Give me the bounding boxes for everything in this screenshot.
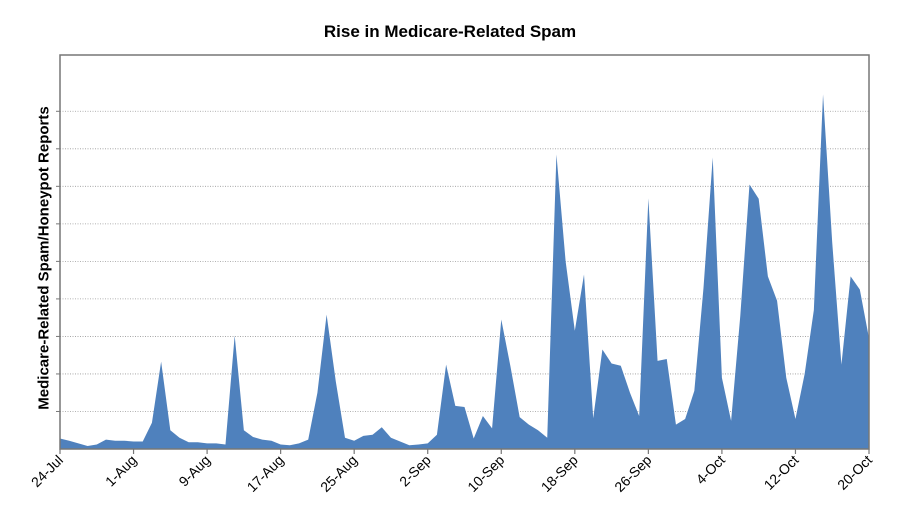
x-tick-label: 18-Sep [538, 452, 581, 495]
x-tick-label: 1-Aug [102, 452, 140, 490]
x-tick-label: 12-Oct [761, 452, 802, 493]
x-tick-label: 17-Aug [244, 452, 287, 495]
plot-frame [59, 54, 870, 450]
x-tick-label: 2-Sep [396, 452, 434, 490]
x-axis-ticks [59, 449, 870, 454]
x-tick-label: 26-Sep [611, 452, 654, 495]
x-tick-label: 24-Jul [28, 452, 66, 490]
area-series [60, 94, 869, 450]
x-tick-label: 20-Oct [834, 452, 875, 493]
x-tick-label: 4-Oct [693, 452, 729, 488]
area-series-fill [60, 94, 869, 450]
x-tick-label: 25-Aug [317, 452, 360, 495]
x-tick-label: 10-Sep [464, 452, 507, 495]
x-axis-tick-labels: 24-Jul 1-Aug 9-Aug 17-Aug 25-Aug 2-Sep 10-Sep 1… [28, 452, 875, 495]
x-tick-label: 9-Aug [175, 452, 213, 490]
chart-title: Rise in Medicare-Related Spam [323, 22, 577, 41]
